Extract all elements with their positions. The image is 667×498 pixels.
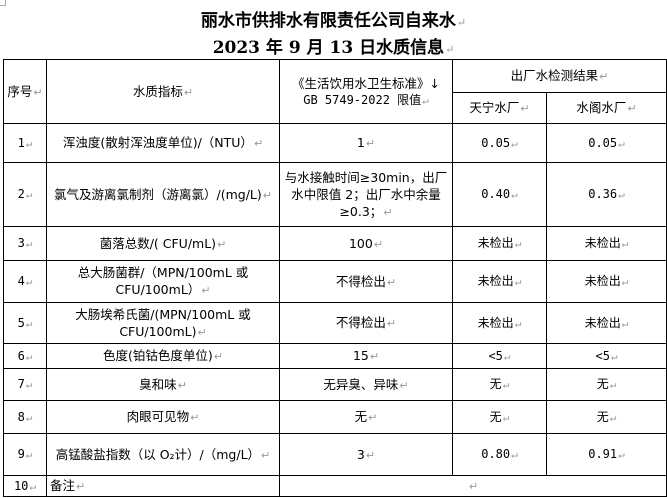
row-indicator: 大肠埃希氏菌/(MPN/100mL 或 CFU/100mL) [46,302,280,344]
row-indicator: 高锰酸盐指数（以 O₂计）/（mg/L） [46,433,280,476]
row-index: 7 [3,368,47,401]
title-line-1: 丽水市供排水有限责任公司自来水 [0,6,667,31]
row-result-tianning: 未检出 [452,226,547,261]
row-result-tianning: 未检出 [452,260,547,303]
table-row: 7臭和味无异臭、异味无无 [3,368,667,401]
row-result-shuige: 未检出 [545,260,667,303]
table-row: 2氯气及游离氯制剂（游离氯）/(mg/L)与水接触时间≥30min，出厂水中限值… [3,162,667,227]
row-limit: 15 [279,343,453,369]
row-index: 4 [3,260,47,303]
row-result-tianning: 0.40 [452,162,547,227]
row-result-shuige: 未检出 [545,302,667,344]
row-result-shuige: 0.36 [545,162,667,227]
remark-label: 备注 [46,475,280,497]
row-limit: 100 [279,226,453,261]
header-index: 序号 [3,59,47,124]
row-index: 8 [3,400,47,434]
table-row: 6色度(铂钴色度单位)15<5<5 [3,343,667,369]
row-result-shuige: <5 [545,343,667,369]
row-indicator: 菌落总数/( CFU/mL) [46,226,280,261]
header-plant-tianning: 天宁水厂 [452,92,547,124]
row-result-shuige: 未检出 [545,226,667,261]
table-row: 5大肠埃希氏菌/(MPN/100mL 或 CFU/100mL)不得检出未检出未检… [3,302,667,344]
row-index: 9 [3,433,47,476]
row-limit: 不得检出 [279,260,453,303]
row-index: 10 [3,475,47,497]
header-results: 出厂水检测结果 [451,59,667,93]
row-result-shuige: 0.91 [545,433,667,476]
row-result-tianning: 无 [452,400,547,434]
row-result-shuige: 0.05 [545,123,667,163]
row-indicator: 色度(铂钴色度单位) [46,343,280,369]
row-result-shuige: 无 [545,400,667,434]
row-result-tianning: 未检出 [452,302,547,344]
row-result-shuige: 无 [545,368,667,401]
row-result-tianning: <5 [452,343,547,369]
table-row: 3菌落总数/( CFU/mL)100未检出未检出 [3,226,667,261]
water-quality-table: 序号 水质指标 《生活饮用水卫生标准》↓ GB 5749-2022 限值 出厂水… [3,59,667,497]
header-standard-line1: 《生活饮用水卫生标准》↓ [292,75,440,91]
row-indicator: 臭和味 [46,368,280,401]
table-row: 9高锰酸盐指数（以 O₂计）/（mg/L）30.800.91 [3,433,667,476]
row-index: 3 [3,226,47,261]
row-limit: 无异臭、异味 [279,368,453,401]
row-limit: 与水接触时间≥30min，出厂水中限值 2；出厂水中余量≥0.3； [279,162,453,227]
row-index: 5 [3,302,47,344]
row-index: 6 [3,343,47,369]
row-indicator: 氯气及游离氯制剂（游离氯）/(mg/L) [46,162,280,227]
header-standard: 《生活饮用水卫生标准》↓ GB 5749-2022 限值 [279,59,453,124]
row-limit: 不得检出 [279,302,453,344]
row-index: 2 [3,162,47,227]
row-result-tianning: 无 [452,368,547,401]
row-indicator: 浑浊度(散射浑浊度单位)/（NTU） [46,123,280,163]
row-index: 1 [3,123,47,163]
table-row: 1浑浊度(散射浑浊度单位)/（NTU）10.050.05 [3,123,667,163]
row-limit: 3 [279,433,453,476]
table-row-remark: 10 备注 [3,475,667,497]
header-standard-line2: GB 5749-2022 限值 [283,92,449,109]
row-result-tianning: 0.05 [452,123,547,163]
row-indicator: 总大肠菌群/（MPN/100mL 或 CFU/100mL） [46,260,280,303]
header-plant-shuige: 水阁水厂 [545,92,667,124]
row-indicator: 肉眼可见物 [46,400,280,434]
table-row: 4总大肠菌群/（MPN/100mL 或 CFU/100mL）不得检出未检出未检出 [3,260,667,303]
row-result-tianning: 0.80 [452,433,547,476]
remark-value[interactable] [278,475,667,497]
row-limit: 1 [279,123,453,163]
title-line-2: 2023 年 9 月 13 日水质信息 [0,33,667,58]
row-limit: 无 [279,400,453,434]
header-indicator: 水质指标 [46,59,280,124]
table-row: 8肉眼可见物无无无 [3,400,667,434]
